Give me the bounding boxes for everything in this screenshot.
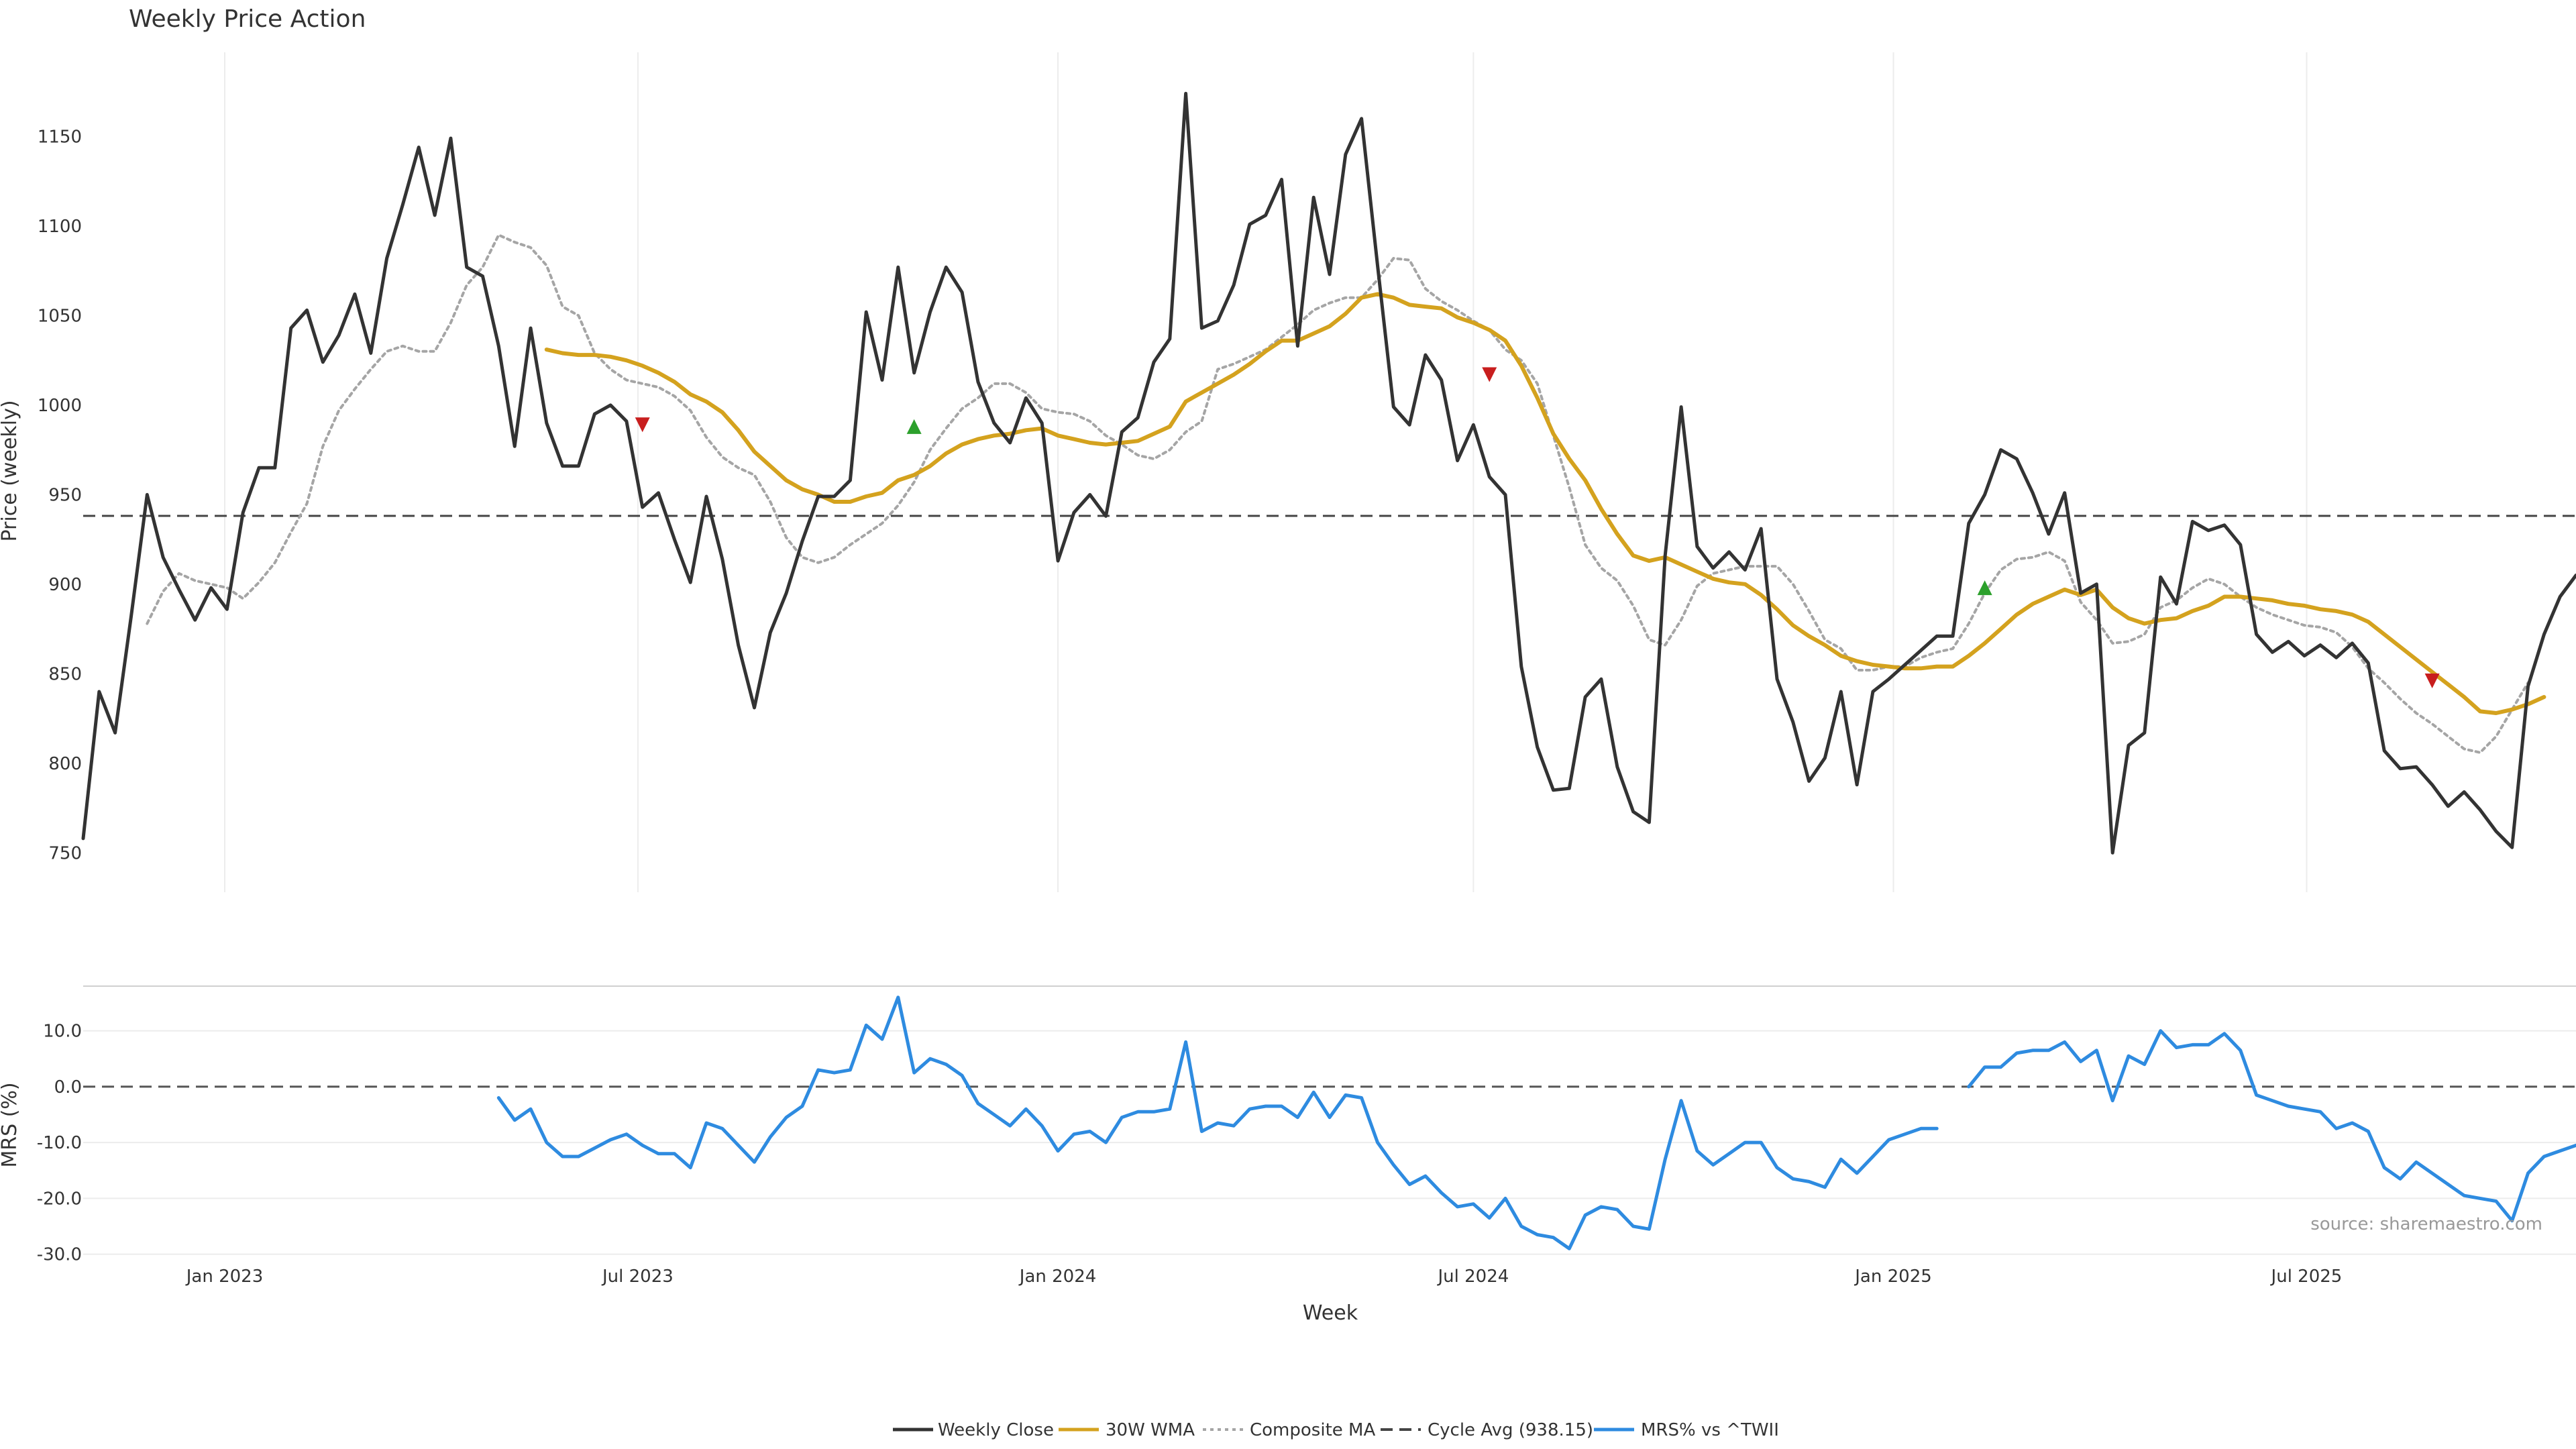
30w-wma-line (544, 292, 2546, 715)
price-y-tick-label: 900 (48, 575, 82, 595)
source-note: source: sharemaestro.com (2310, 1214, 2542, 1234)
price-y-tick-label: 1100 (38, 217, 82, 237)
buy-signal-marker (1977, 580, 1992, 596)
price-y-tick-label: 1150 (38, 127, 82, 147)
mrs-y-tick-label: -20.0 (37, 1189, 82, 1209)
legend-label: Cycle Avg (938.15) (1428, 1420, 1593, 1440)
mrs-y-tick-label: 0.0 (54, 1077, 82, 1097)
x-tick-label: Jan 2023 (185, 1267, 264, 1287)
price-y-tick-label: 1000 (38, 396, 82, 416)
x-tick-label: Jan 2024 (1018, 1267, 1097, 1287)
legend-label: Weekly Close (938, 1420, 1054, 1440)
price-y-tick-label: 850 (48, 664, 82, 684)
legend-item-mrs: MRS% vs ^TWII (1594, 1420, 1779, 1440)
legend-item-30w-wma: 30W WMA (1059, 1420, 1195, 1440)
mrs-line (1967, 1029, 2576, 1223)
price-y-tick-label: 750 (48, 843, 82, 863)
x-tick-label: Jul 2023 (601, 1267, 674, 1287)
legend-label: Composite MA (1250, 1420, 1375, 1440)
price-y-ticks: 750 800 850 900 950 1000 1050 1100 1150 (38, 127, 82, 863)
x-tick-label: Jul 2025 (2270, 1267, 2343, 1287)
legend-item-cycle-avg: Cycle Avg (938.15) (1381, 1420, 1593, 1440)
price-series (81, 91, 2576, 855)
legend: Weekly Close 30W WMA Composite MA Cycle … (893, 1420, 1779, 1440)
price-grid (223, 52, 2308, 892)
mrs-y-axis-label: MRS (%) (0, 1082, 21, 1167)
legend-item-weekly-close: Weekly Close (893, 1420, 1054, 1440)
x-ticks: Jan 2023 Jul 2023 Jan 2024 Jul 2024 Jan 2025… (185, 1267, 2343, 1287)
sell-signal-marker (2424, 673, 2440, 688)
x-axis-label: Week (1303, 1301, 1358, 1325)
composite-ma-line (146, 233, 2530, 754)
mrs-y-tick-label: -10.0 (37, 1133, 82, 1153)
legend-label: 30W WMA (1106, 1420, 1195, 1440)
price-y-tick-label: 950 (48, 485, 82, 505)
legend-item-composite-ma: Composite MA (1203, 1420, 1375, 1440)
sell-signal-marker (1482, 367, 1497, 382)
mrs-y-ticks: 10.0 0.0 -10.0 -20.0 -30.0 (37, 1022, 82, 1265)
mrs-series (496, 996, 2576, 1250)
buy-signal-marker (906, 419, 922, 434)
x-tick-label: Jan 2025 (1854, 1267, 1932, 1287)
signal-markers (635, 367, 2440, 688)
mrs-y-tick-label: 10.0 (43, 1022, 82, 1042)
x-tick-label: Jul 2024 (1436, 1267, 1509, 1287)
mrs-grid (83, 985, 2576, 1255)
legend-label: MRS% vs ^TWII (1641, 1420, 1779, 1440)
weekly-close-line (81, 91, 2576, 855)
mrs-line (496, 996, 1939, 1250)
price-y-tick-label: 800 (48, 754, 82, 774)
price-y-tick-label: 1050 (38, 306, 82, 326)
reference-lines (83, 515, 2576, 1088)
price-y-axis-label: Price (weekly) (0, 400, 21, 541)
sell-signal-marker (635, 417, 650, 433)
mrs-y-tick-label: -30.0 (37, 1245, 82, 1265)
chart-title: Weekly Price Action (129, 5, 366, 33)
